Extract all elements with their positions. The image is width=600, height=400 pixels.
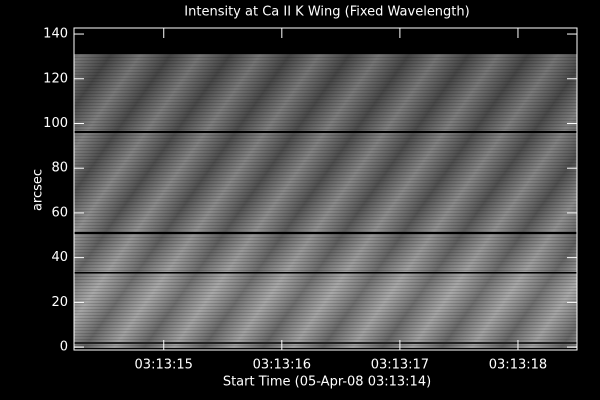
y-tick-label: 120 xyxy=(43,71,68,86)
x-tick-label: 03:13:17 xyxy=(371,358,429,373)
y-tick-label: 80 xyxy=(51,161,68,176)
y-tick-label: 40 xyxy=(51,250,68,265)
intensity-image xyxy=(74,54,577,348)
x-tick-label: 03:13:15 xyxy=(135,358,193,373)
y-tick-label: 100 xyxy=(43,116,68,131)
y-tick-label: 20 xyxy=(51,295,68,310)
y-axis-label: arcsec xyxy=(31,169,46,211)
x-tick-label: 03:13:16 xyxy=(253,358,311,373)
x-axis-label: Start Time (05-Apr-08 03:13:14) xyxy=(223,375,431,390)
x-tick-label: 03:13:18 xyxy=(489,358,547,373)
y-tick-label: 0 xyxy=(60,340,68,355)
y-tick-label: 60 xyxy=(51,205,68,220)
plot-frame xyxy=(73,27,578,351)
chart-title: Intensity at Ca II K Wing (Fixed Wavelen… xyxy=(184,5,469,20)
y-tick-label: 140 xyxy=(43,27,68,42)
